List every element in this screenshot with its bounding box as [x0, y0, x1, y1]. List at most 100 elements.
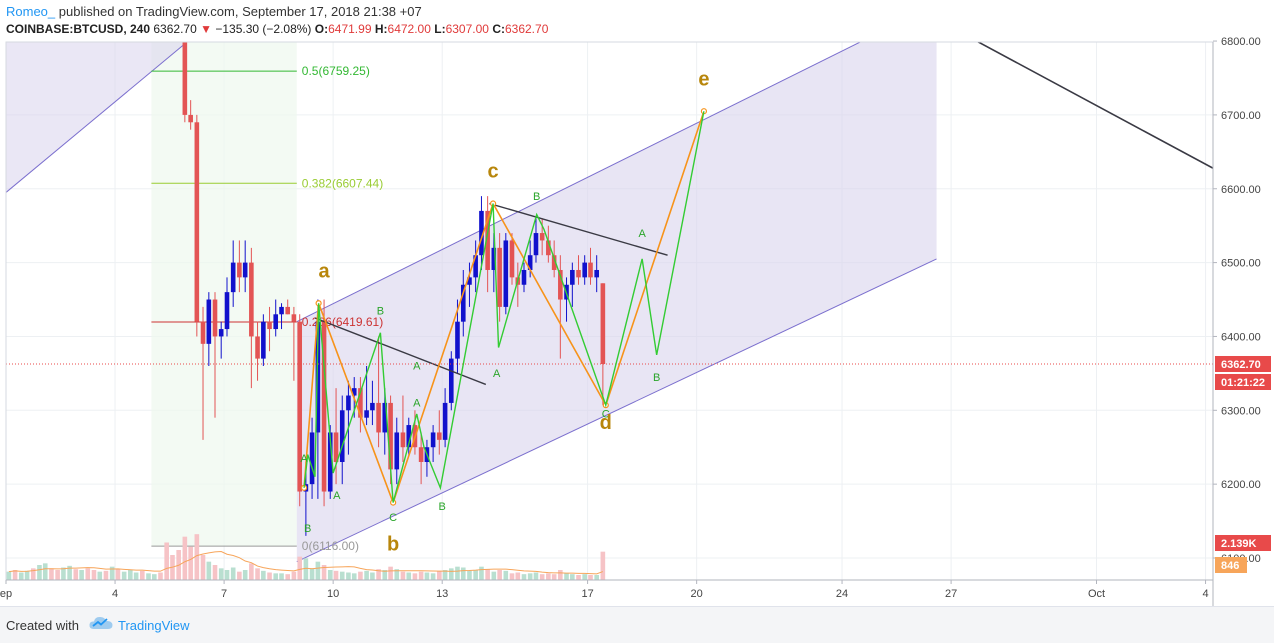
volume-bar [73, 569, 79, 580]
open-label: O: [314, 22, 329, 36]
wave-label-e: e [698, 68, 709, 90]
candle-body[interactable] [206, 299, 212, 344]
candle-body[interactable] [273, 314, 279, 330]
candle-body[interactable] [297, 321, 303, 492]
candle-body[interactable] [200, 321, 206, 344]
candle-body[interactable] [539, 233, 545, 241]
candle-body[interactable] [249, 262, 254, 337]
candle-body[interactable] [212, 299, 218, 337]
candle-body[interactable] [315, 321, 321, 433]
candle-body[interactable] [600, 283, 606, 364]
candle-body[interactable] [382, 402, 388, 433]
candle-body[interactable] [388, 402, 393, 470]
candle-body[interactable] [321, 321, 327, 492]
publish-info: published on TradingView.com, September … [58, 4, 422, 19]
volume-bar [570, 574, 575, 580]
candle-body[interactable] [521, 269, 527, 285]
candle-body[interactable] [551, 255, 557, 270]
candle-body[interactable] [533, 233, 539, 256]
candle-body[interactable] [503, 240, 509, 307]
candle-body[interactable] [364, 410, 369, 418]
time-axis-label: ep [0, 588, 12, 600]
candle-body[interactable] [230, 262, 236, 293]
sub-wave-path[interactable] [303, 111, 705, 503]
candle-body[interactable] [460, 284, 466, 322]
candle-body[interactable] [588, 262, 593, 278]
volume-bar [230, 567, 236, 580]
volume-badge: 2.139K [1221, 538, 1257, 550]
open-value: 6471.99 [328, 22, 372, 36]
wave-a-trendline[interactable] [314, 317, 487, 386]
candle-body[interactable] [418, 447, 424, 462]
volume-bar [67, 565, 72, 580]
main-trendline[interactable] [50, 0, 1224, 174]
candle-body[interactable] [224, 292, 230, 330]
volume-bar [564, 573, 569, 580]
candle-body[interactable] [327, 432, 333, 492]
wave-c-trendline[interactable] [489, 202, 668, 256]
abcde-wave-path[interactable] [303, 110, 705, 506]
candle-body[interactable] [218, 329, 224, 337]
candle-body[interactable] [527, 255, 533, 270]
candle-body[interactable] [370, 402, 375, 411]
candle-body[interactable] [351, 388, 357, 396]
wave-label-c: c [488, 161, 499, 183]
candle-body[interactable] [333, 432, 339, 462]
candle-body[interactable] [479, 210, 484, 256]
volume-bar [424, 572, 430, 580]
candle-body[interactable] [491, 247, 497, 270]
candle-body[interactable] [261, 321, 266, 359]
volume-bar [533, 572, 539, 580]
candle-body[interactable] [242, 262, 248, 278]
candle-body[interactable] [394, 432, 400, 470]
volume-bar [49, 568, 54, 580]
candle-body[interactable] [582, 262, 587, 278]
candle-body[interactable] [339, 410, 345, 462]
candle-body[interactable] [400, 432, 406, 448]
candle-body[interactable] [448, 358, 454, 403]
symbol-name[interactable]: COINBASE:BTCUSD, 240 [6, 22, 151, 36]
tradingview-brand-link[interactable]: TradingView [118, 618, 190, 633]
created-with-text: Created with [6, 618, 79, 633]
candle-body[interactable] [376, 402, 381, 433]
candle-body[interactable] [309, 432, 315, 485]
candle-body[interactable] [467, 277, 472, 285]
candle-body[interactable] [188, 114, 193, 123]
candle-body[interactable] [546, 240, 551, 256]
sub-wave-label: A [493, 368, 501, 380]
candle-body[interactable] [436, 432, 442, 440]
candle-body[interactable] [237, 262, 242, 278]
volume-bar [448, 568, 454, 580]
volume-bar [237, 571, 242, 580]
candle-body[interactable] [576, 269, 581, 278]
candle-body[interactable] [346, 395, 351, 411]
candle-body[interactable] [285, 306, 291, 315]
candle-body[interactable] [442, 402, 448, 440]
candle-body[interactable] [570, 269, 575, 285]
candle-body[interactable] [558, 269, 563, 300]
volume-ma-line [8, 550, 604, 575]
author-link[interactable]: Romeo_ [6, 4, 56, 19]
price-chart[interactable]: 1(7402.50)0.786(7127.19)0.65(6952.23)0.6… [0, 0, 1274, 606]
candle-body[interactable] [255, 336, 260, 359]
candle-body[interactable] [594, 269, 599, 278]
sub-wave-label: A [638, 228, 646, 240]
candle-body[interactable] [291, 314, 297, 322]
volume-bar [85, 568, 91, 580]
candle-body[interactable] [430, 432, 436, 448]
candle-body[interactable] [358, 388, 363, 418]
plot-area[interactable]: 1(7402.50)0.786(7127.19)0.65(6952.23)0.6… [6, 0, 1224, 580]
candle-body[interactable] [406, 425, 412, 448]
candle-body[interactable] [473, 255, 478, 278]
time-axis-label: 7 [221, 588, 227, 600]
candle-body[interactable] [485, 210, 490, 270]
candle-body[interactable] [279, 306, 284, 315]
volume-bar [394, 569, 400, 580]
candle-body[interactable] [182, 0, 188, 115]
candle-body[interactable] [455, 321, 460, 359]
candle-body[interactable] [267, 321, 272, 330]
candle-body[interactable] [194, 122, 200, 322]
candle-body[interactable] [509, 240, 515, 278]
symbol-line: COINBASE:BTCUSD, 240 6362.70 ▼ −135.30 (… [6, 22, 548, 36]
candle-body[interactable] [497, 247, 502, 307]
